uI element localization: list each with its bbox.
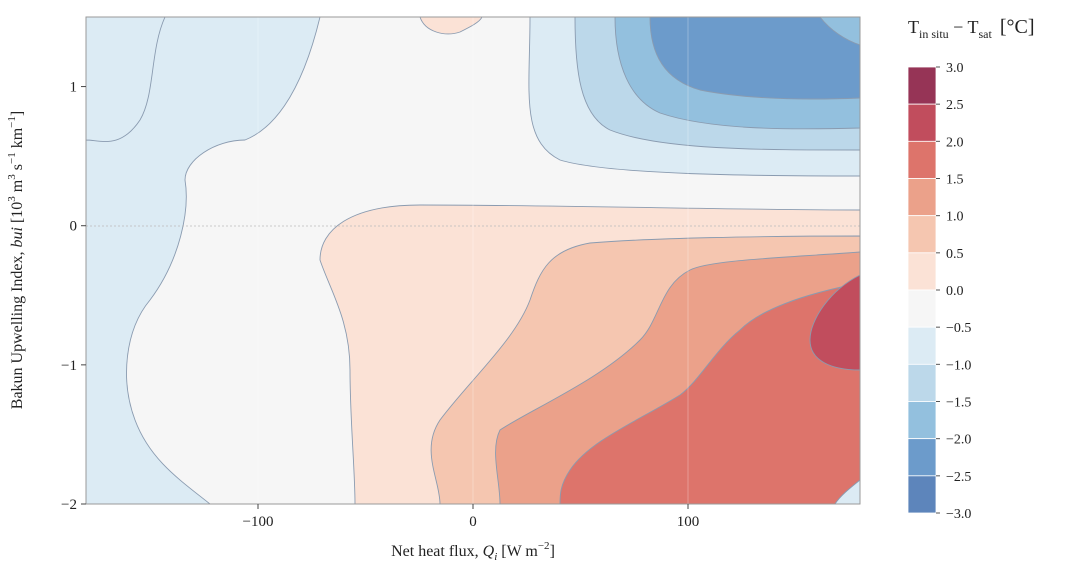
contour-band-plus15 (559, 282, 860, 504)
colorbar-swatch (907, 289, 937, 328)
y-tick-label: 0 (70, 219, 78, 235)
contour-band-plus05-top (419, 17, 483, 35)
colorbar-swatch (907, 215, 937, 254)
colorbar-tick-label: −2.5 (946, 470, 971, 485)
colorbar-title: Tin situ − Tsat [°C] (908, 16, 1035, 41)
y-tick-label: −1 (61, 358, 77, 374)
colorbar-swatch (907, 66, 937, 105)
y-axis: 1 0 −1 −2 (61, 80, 86, 513)
colorbar-tick-label: 1.5 (946, 173, 964, 188)
contour-band-plus20 (809, 274, 860, 371)
colorbar: 3.0 2.5 2.0 1.5 1.0 0.5 0.0 −0.5 −1.0 −1.5 −2.0 −2.… (907, 61, 971, 522)
colorbar-swatch (907, 363, 937, 402)
plot-area (86, 17, 860, 504)
contour-band-minus05-left-strip (86, 17, 321, 504)
x-axis-title: Net heat flux, Qi [W m−2] (391, 540, 555, 563)
colorbar-tick-label: −1.5 (946, 396, 971, 411)
colorbar-tick-label: 0.5 (946, 247, 964, 262)
colorbar-tick-label: 2.5 (946, 98, 964, 113)
colorbar-tick-label: 3.0 (946, 61, 964, 76)
contour-band-minus05-corner (834, 479, 860, 504)
colorbar-swatch (907, 326, 937, 365)
colorbar-tick-label: −2.0 (946, 433, 971, 448)
x-axis: −100 0 100 (243, 504, 700, 530)
colorbar-swatch (907, 401, 937, 440)
x-tick-label: 100 (677, 514, 700, 530)
colorbar-swatch (907, 140, 937, 179)
y-tick-label: −2 (61, 497, 77, 513)
colorbar-tick-label: −0.5 (946, 321, 971, 336)
colorbar-tick-label: −1.0 (946, 358, 971, 373)
colorbar-swatch (907, 475, 937, 514)
colorbar-tick-label: −3.0 (946, 507, 971, 522)
colorbar-swatch (907, 438, 937, 477)
colorbar-tick-label: 2.0 (946, 135, 964, 150)
colorbar-swatch (907, 103, 937, 142)
colorbar-tick-label: 1.0 (946, 210, 964, 225)
contour-band-minus20 (649, 17, 860, 100)
colorbar-swatch (907, 178, 937, 217)
x-tick-label: 0 (469, 514, 477, 530)
contour-band-minus25 (819, 17, 860, 46)
y-axis-title: Bakun Upwelling Index, bui [103 m3 s−1 k… (6, 111, 26, 409)
colorbar-tick-label: 0.0 (946, 284, 964, 299)
y-tick-label: 1 (70, 80, 78, 96)
colorbar-swatch (907, 252, 937, 291)
x-tick-label: −100 (243, 514, 274, 530)
